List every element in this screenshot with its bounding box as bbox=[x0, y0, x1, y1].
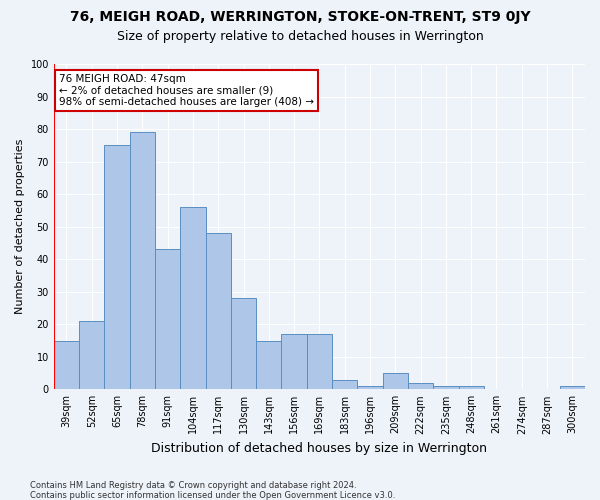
Y-axis label: Number of detached properties: Number of detached properties bbox=[15, 139, 25, 314]
Bar bbox=[332, 380, 358, 390]
Bar bbox=[256, 340, 281, 390]
Bar bbox=[281, 334, 307, 390]
X-axis label: Distribution of detached houses by size in Werrington: Distribution of detached houses by size … bbox=[151, 442, 487, 455]
Bar bbox=[383, 373, 408, 390]
Bar bbox=[307, 334, 332, 390]
Text: 76 MEIGH ROAD: 47sqm
← 2% of detached houses are smaller (9)
98% of semi-detache: 76 MEIGH ROAD: 47sqm ← 2% of detached ho… bbox=[59, 74, 314, 107]
Bar bbox=[104, 146, 130, 390]
Bar bbox=[130, 132, 155, 390]
Bar bbox=[79, 321, 104, 390]
Text: Contains HM Land Registry data © Crown copyright and database right 2024.: Contains HM Land Registry data © Crown c… bbox=[30, 481, 356, 490]
Bar bbox=[155, 250, 180, 390]
Bar bbox=[206, 233, 231, 390]
Bar bbox=[231, 298, 256, 390]
Bar bbox=[180, 207, 206, 390]
Text: Contains public sector information licensed under the Open Government Licence v3: Contains public sector information licen… bbox=[30, 491, 395, 500]
Bar bbox=[458, 386, 484, 390]
Bar bbox=[358, 386, 383, 390]
Text: 76, MEIGH ROAD, WERRINGTON, STOKE-ON-TRENT, ST9 0JY: 76, MEIGH ROAD, WERRINGTON, STOKE-ON-TRE… bbox=[70, 10, 530, 24]
Text: Size of property relative to detached houses in Werrington: Size of property relative to detached ho… bbox=[116, 30, 484, 43]
Bar bbox=[408, 383, 433, 390]
Bar bbox=[560, 386, 585, 390]
Bar bbox=[54, 340, 79, 390]
Bar bbox=[433, 386, 458, 390]
